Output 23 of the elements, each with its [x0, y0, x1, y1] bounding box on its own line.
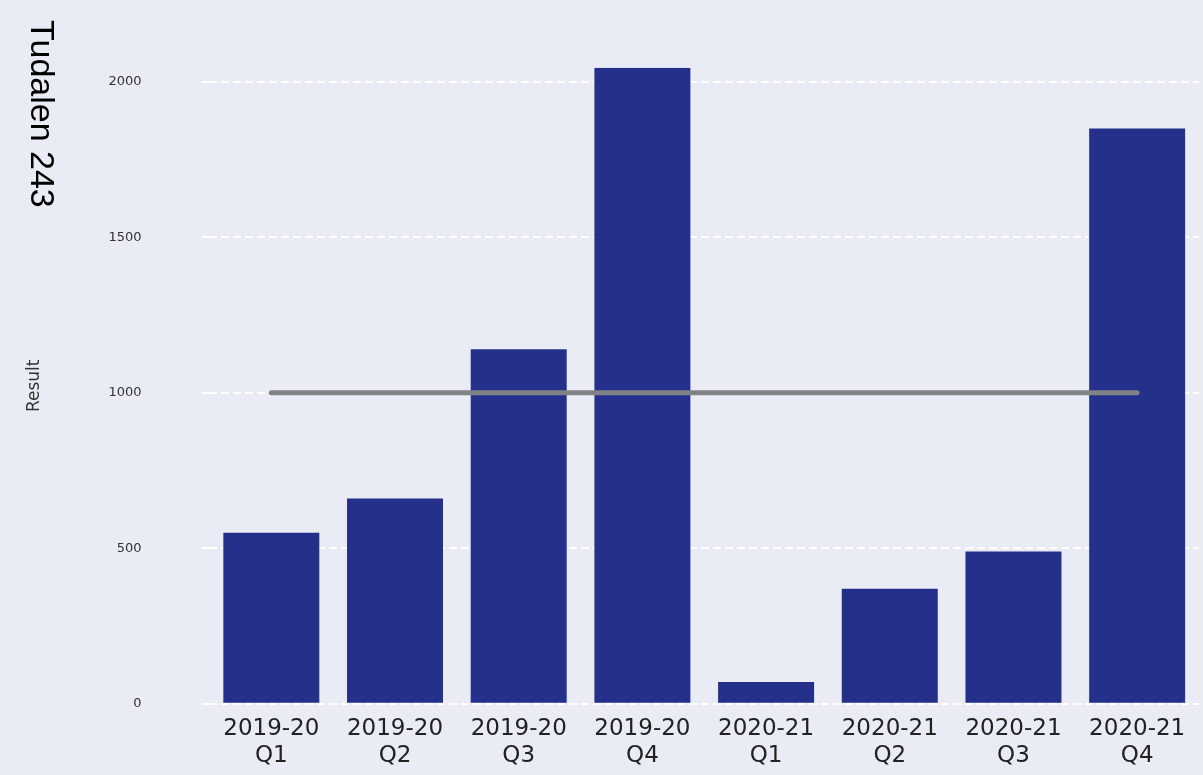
y-tick-label: 1000 — [108, 384, 142, 400]
x-tick-label: 2020-21 Q3 — [965, 713, 1062, 768]
x-tick-label: 2019-20 Q3 — [470, 713, 567, 768]
x-tick-label: 2020-21 Q1 — [718, 713, 815, 768]
bar — [1089, 128, 1186, 703]
bar — [841, 588, 938, 703]
y-tick-label: 2000 — [108, 73, 142, 89]
x-tick-label: 2019-20 Q2 — [346, 713, 444, 768]
y-tick-label: 1500 — [108, 228, 142, 244]
y-tick-label: 500 — [116, 539, 142, 555]
x-tick-label: 2020-21 Q2 — [841, 713, 938, 768]
x-tick-label: 2020-21 Q4 — [1089, 713, 1186, 768]
bar — [347, 498, 444, 703]
y-tick-label: 0 — [133, 695, 142, 711]
x-tick-label: 2019-20 Q4 — [594, 713, 691, 768]
x-tick-label: 2019-20 Q1 — [223, 713, 320, 768]
y-axis-title: Result — [22, 359, 43, 413]
text: Tudalen 243 — [23, 20, 62, 208]
bar — [470, 349, 567, 703]
bar — [965, 551, 1062, 703]
bar — [594, 67, 691, 703]
bar — [718, 682, 815, 703]
bar — [223, 532, 320, 703]
